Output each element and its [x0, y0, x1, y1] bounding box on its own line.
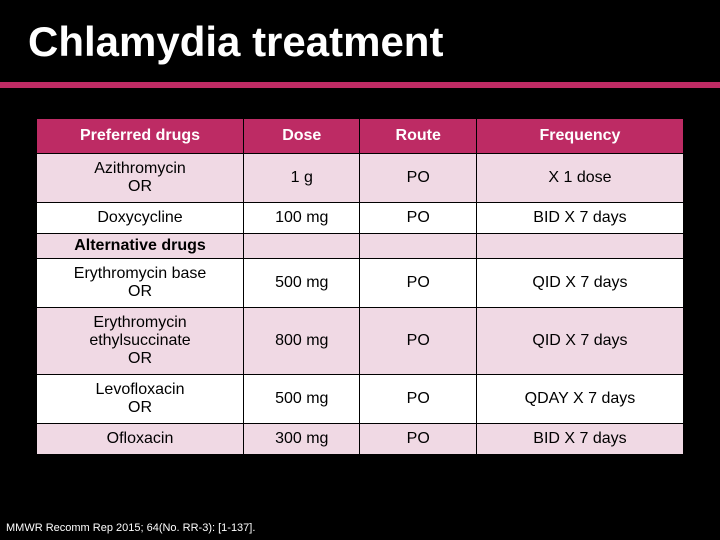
dose-cell: 500 mg: [244, 375, 360, 424]
freq-cell: BID X 7 days: [476, 424, 683, 455]
table-row: Erythromycin base OR 500 mg PO QID X 7 d…: [37, 259, 684, 308]
alternative-drugs-label: Alternative drugs: [37, 234, 244, 259]
dose-cell: 1 g: [244, 154, 360, 203]
table-header-row: Preferred drugs Dose Route Frequency: [37, 119, 684, 154]
col-header-route: Route: [360, 119, 476, 154]
drug-cell: Azithromycin OR: [37, 154, 244, 203]
table-row: Doxycycline 100 mg PO BID X 7 days: [37, 203, 684, 234]
drug-or: OR: [128, 178, 152, 195]
col-header-frequency: Frequency: [476, 119, 683, 154]
table-row: Azithromycin OR 1 g PO X 1 dose: [37, 154, 684, 203]
route-cell: PO: [360, 259, 476, 308]
freq-cell: BID X 7 days: [476, 203, 683, 234]
dose-cell: 800 mg: [244, 308, 360, 375]
empty-cell: [476, 234, 683, 259]
drug-name: Erythromycin: [93, 314, 186, 331]
drug-cell: Doxycycline: [37, 203, 244, 234]
freq-cell: QID X 7 days: [476, 259, 683, 308]
subheader-row: Alternative drugs: [37, 234, 684, 259]
col-header-dose: Dose: [244, 119, 360, 154]
dose-cell: 300 mg: [244, 424, 360, 455]
route-cell: PO: [360, 424, 476, 455]
drug-name: Erythromycin base: [74, 265, 207, 282]
drug-name: Doxycycline: [97, 209, 182, 226]
drug-or: OR: [128, 283, 152, 300]
drug-or: OR: [128, 350, 152, 367]
route-cell: PO: [360, 375, 476, 424]
route-cell: PO: [360, 203, 476, 234]
empty-cell: [244, 234, 360, 259]
freq-cell: X 1 dose: [476, 154, 683, 203]
col-header-drugs: Preferred drugs: [37, 119, 244, 154]
freq-cell: QDAY X 7 days: [476, 375, 683, 424]
empty-cell: [360, 234, 476, 259]
route-cell: PO: [360, 154, 476, 203]
table-row: Levofloxacin OR 500 mg PO QDAY X 7 days: [37, 375, 684, 424]
dose-cell: 500 mg: [244, 259, 360, 308]
drug-cell: Erythromycin base OR: [37, 259, 244, 308]
treatment-table-wrap: Preferred drugs Dose Route Frequency Azi…: [0, 88, 720, 455]
treatment-table: Preferred drugs Dose Route Frequency Azi…: [36, 118, 684, 455]
slide-title: Chlamydia treatment: [28, 18, 692, 66]
drug-cell: Ofloxacin: [37, 424, 244, 455]
title-bar: Chlamydia treatment: [0, 0, 720, 76]
drug-name-2: ethylsuccinate: [89, 332, 190, 349]
drug-name: Ofloxacin: [107, 430, 174, 447]
drug-or: OR: [128, 399, 152, 416]
table-row: Erythromycin ethylsuccinate OR 800 mg PO…: [37, 308, 684, 375]
table-row: Ofloxacin 300 mg PO BID X 7 days: [37, 424, 684, 455]
route-cell: PO: [360, 308, 476, 375]
drug-name: Azithromycin: [94, 160, 186, 177]
dose-cell: 100 mg: [244, 203, 360, 234]
drug-name: Levofloxacin: [96, 381, 185, 398]
drug-cell: Levofloxacin OR: [37, 375, 244, 424]
citation-text: MMWR Recomm Rep 2015; 64(No. RR-3): [1-1…: [6, 522, 255, 534]
drug-cell: Erythromycin ethylsuccinate OR: [37, 308, 244, 375]
freq-cell: QID X 7 days: [476, 308, 683, 375]
